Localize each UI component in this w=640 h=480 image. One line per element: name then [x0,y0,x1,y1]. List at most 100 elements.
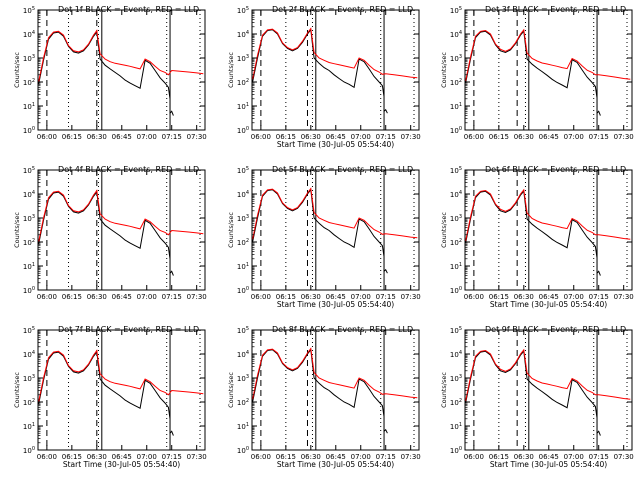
plot-frame [37,329,206,451]
y-tick-label: 102 [450,238,462,247]
x-tick-label: 06:15 [489,133,509,141]
x-tick-label: 06:00 [464,453,484,461]
y-tick-label: 105 [237,6,249,15]
x-tick-label: 07:30 [187,293,207,301]
y-tick-label: 100 [237,126,249,135]
lld-series-line [252,347,418,400]
x-tick-label: 07:00 [137,293,157,301]
x-tick-label: 06:30 [87,133,107,141]
x-tick-label: 06:45 [326,293,346,301]
x-tick-label: 06:45 [112,293,132,301]
panel-title: Det 7f BLACK = Events, RED = LLD [58,325,199,334]
x-tick-label: 07:00 [351,453,371,461]
y-tick-label: 105 [450,6,462,15]
x-axis-label: Start Time (30-Jul-05 05:54:40) [277,460,394,469]
y-tick-label: 104 [450,190,462,199]
y-tick-label: 100 [237,286,249,295]
y-tick-label: 103 [23,374,35,383]
x-tick-label: 07:15 [589,293,609,301]
x-tick-label: 07:15 [589,133,609,141]
x-tick-label: 06:15 [62,453,82,461]
y-tick-label: 100 [23,286,35,295]
y-tick-label: 101 [237,422,249,431]
x-tick-label: 07:15 [162,133,182,141]
y-tick-label: 105 [450,326,462,335]
x-tick-label: 07:15 [162,453,182,461]
events-series-line [252,188,388,274]
x-tick-label: 06:45 [112,133,132,141]
events-series-line [465,30,601,116]
plot-frame [251,169,420,291]
x-tick-label: 06:30 [87,453,107,461]
x-tick-label: 06:15 [62,293,82,301]
x-tick-label: 06:30 [87,293,107,301]
x-axis-label: Start Time (30-Jul-05 05:54:40) [277,140,394,149]
x-tick-label: 06:15 [276,293,296,301]
detector-panel: 100 101 102 103 104 105 06:00 06:15 06:30 06:45 07… [13,325,207,469]
y-axis-label: Counts/sec [440,372,448,408]
x-tick-label: 07:00 [351,133,371,141]
panel-title: Det 1f BLACK = Events, RED = LLD [58,5,199,14]
detector-panel: 100 101 102 103 104 105 06:00 06:15 06:30 06:45 07… [13,5,207,141]
y-axis-label: Counts/sec [440,52,448,88]
x-tick-label: 06:30 [301,453,321,461]
y-tick-label: 103 [23,214,35,223]
x-tick-label: 06:30 [514,453,534,461]
y-tick-label: 105 [23,6,35,15]
x-tick-label: 06:15 [489,453,509,461]
events-series-line [252,28,388,114]
y-tick-label: 101 [450,262,462,271]
y-tick-label: 102 [23,78,35,87]
plot-frame [37,9,206,131]
lld-series-line [252,187,418,240]
x-tick-label: 07:30 [401,133,421,141]
x-tick-label: 06:45 [326,133,346,141]
x-axis-label: Start Time (30-Jul-05 05:54:40) [277,300,394,309]
y-axis-label: Counts/sec [13,212,21,248]
y-tick-label: 104 [237,30,249,39]
x-tick-label: 07:15 [376,453,396,461]
lld-series-line [38,29,204,83]
x-tick-label: 06:15 [276,133,296,141]
y-tick-label: 104 [450,350,462,359]
panel-title: Det 9f BLACK = Events, RED = LLD [485,325,626,334]
x-tick-label: 06:00 [37,453,57,461]
detector-panel: 100 101 102 103 104 105 06:00 06:15 06:30 06:45 07… [227,5,421,149]
plot-frame [251,9,420,131]
x-tick-label: 07:30 [401,293,421,301]
y-tick-label: 105 [450,166,462,175]
y-axis-label: Counts/sec [227,52,235,88]
y-tick-label: 102 [237,398,249,407]
x-tick-label: 06:00 [251,293,271,301]
plot-frame [464,329,633,451]
y-tick-label: 101 [237,262,249,271]
y-axis-label: Counts/sec [227,212,235,248]
y-tick-label: 104 [23,190,35,199]
y-tick-label: 100 [237,446,249,455]
lld-series-line [252,27,418,80]
events-series-line [252,348,388,434]
x-tick-label: 06:45 [112,453,132,461]
x-tick-label: 06:00 [251,453,271,461]
x-tick-label: 07:00 [564,453,584,461]
y-tick-label: 101 [450,422,462,431]
y-tick-label: 102 [237,78,249,87]
x-tick-label: 07:00 [351,293,371,301]
panel-title: Det 6f BLACK = Events, RED = LLD [485,165,626,174]
y-tick-label: 105 [23,326,35,335]
y-tick-label: 103 [450,54,462,63]
y-tick-label: 103 [237,374,249,383]
x-tick-label: 07:00 [137,133,157,141]
x-tick-label: 06:30 [514,293,534,301]
x-tick-label: 07:30 [614,133,634,141]
x-tick-label: 07:15 [376,293,396,301]
x-tick-label: 06:30 [301,293,321,301]
y-tick-label: 103 [23,54,35,63]
y-tick-label: 103 [450,214,462,223]
x-tick-label: 06:45 [539,453,559,461]
y-tick-label: 104 [23,30,35,39]
panel-title: Det 2f BLACK = Events, RED = LLD [272,5,413,14]
x-tick-label: 06:00 [464,133,484,141]
x-tick-label: 06:45 [539,293,559,301]
x-tick-label: 07:00 [564,293,584,301]
